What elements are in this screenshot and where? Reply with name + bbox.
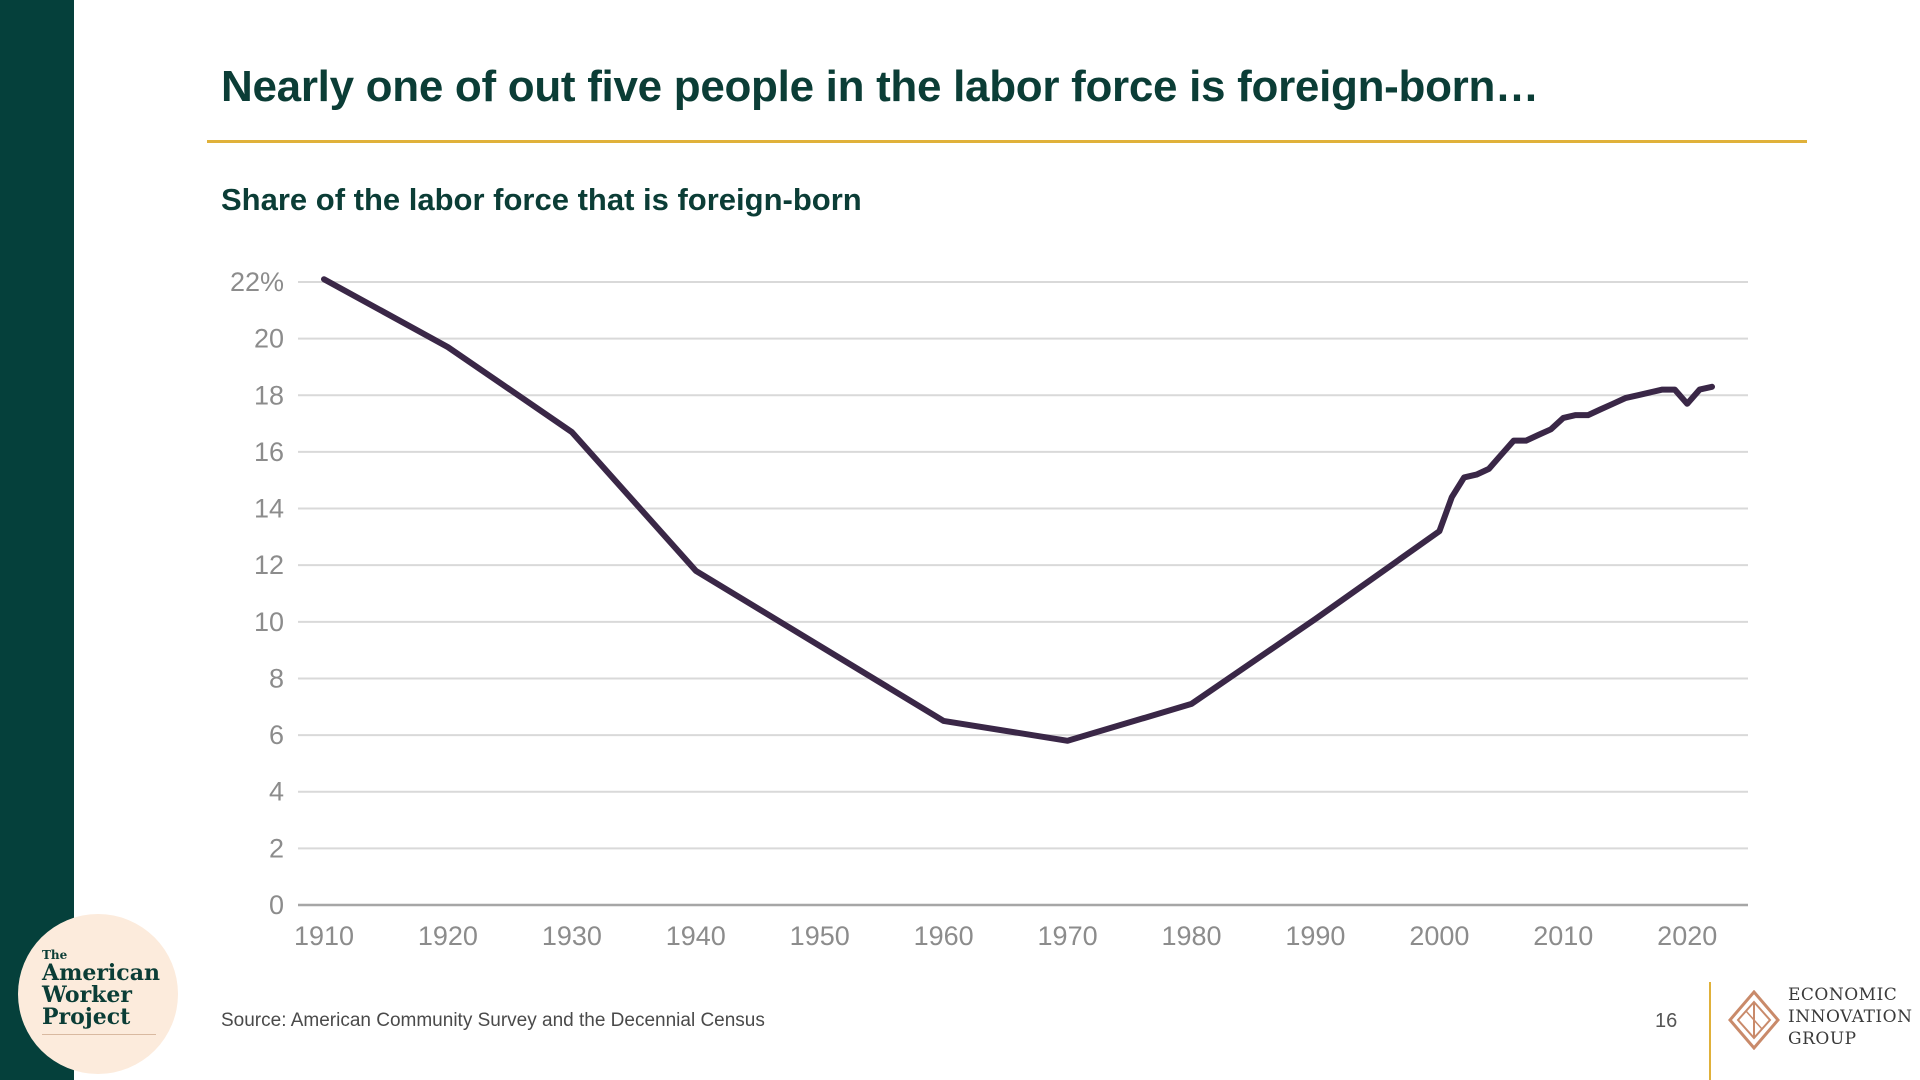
x-tick-label: 1930 (542, 921, 602, 951)
y-tick-label: 12 (254, 550, 284, 580)
x-tick-label: 2020 (1657, 921, 1717, 951)
x-tick-label: 2000 (1409, 921, 1469, 951)
x-tick-label: 2010 (1533, 921, 1593, 951)
chart-title: Share of the labor force that is foreign… (221, 182, 862, 217)
sidebar-stripe (0, 0, 74, 1080)
x-tick-label: 1970 (1038, 921, 1098, 951)
awp-line-2: Worker (42, 982, 133, 1008)
eig-logo: ECONOMIC INNOVATION GROUP (1728, 984, 1918, 1056)
eig-wordmark: ECONOMIC INNOVATION GROUP (1788, 984, 1912, 1050)
x-tick-label: 1960 (914, 921, 974, 951)
x-tick-label: 1950 (790, 921, 850, 951)
y-tick-label: 8 (269, 663, 284, 693)
y-tick-label: 2 (269, 833, 284, 863)
y-tick-label: 20 (254, 324, 284, 354)
y-tick-label: 14 (254, 494, 284, 524)
awp-line-3: Project (42, 1004, 131, 1030)
y-tick-label: 18 (254, 380, 284, 410)
series-line (321, 276, 1715, 744)
y-tick-label: 10 (254, 607, 284, 637)
x-tick-label: 1910 (294, 921, 354, 951)
x-tick-label: 1980 (1161, 921, 1221, 951)
eig-line-2: INNOVATION (1788, 1007, 1913, 1027)
page-number: 16 (1655, 1010, 1678, 1032)
source-note: Source: American Community Survey and th… (221, 1010, 765, 1031)
awp-line-1: American (42, 960, 160, 986)
x-tick-label: 1920 (418, 921, 478, 951)
x-tick-label: 1940 (666, 921, 726, 951)
y-tick-label: 6 (269, 720, 284, 750)
slide-title: Nearly one of out five people in the lab… (221, 62, 1539, 111)
eig-line-3: GROUP (1788, 1029, 1857, 1049)
y-tick-label: 4 (269, 777, 284, 807)
footer-divider (1709, 982, 1711, 1080)
eig-diamond-icon (1728, 990, 1780, 1050)
title-divider (207, 140, 1807, 143)
awp-the: The (42, 948, 68, 962)
y-tick-label: 16 (254, 437, 284, 467)
awp-underline (42, 1034, 156, 1035)
x-tick-label: 1990 (1285, 921, 1345, 951)
y-tick-label: 0 (269, 890, 284, 920)
eig-line-1: ECONOMIC (1788, 985, 1898, 1005)
american-worker-project-logo: The American Worker Project (18, 914, 178, 1074)
y-tick-label: 22% (230, 267, 284, 297)
